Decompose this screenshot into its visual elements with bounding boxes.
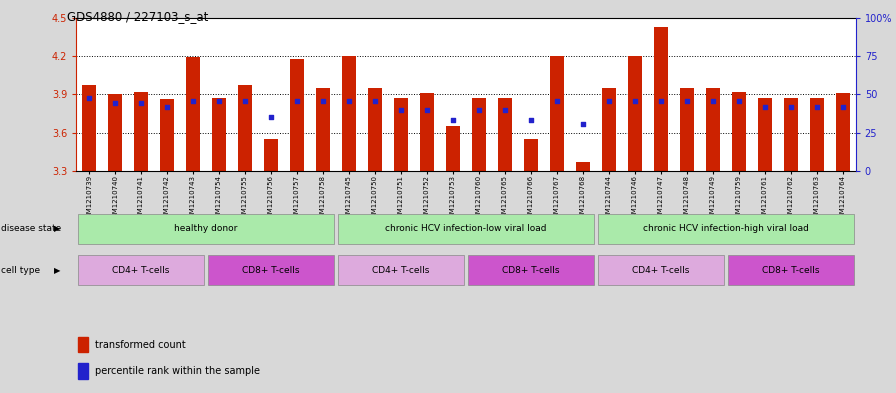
Bar [836, 93, 849, 171]
Bar [208, 255, 334, 285]
Bar [368, 88, 382, 171]
Text: percentile rank within the sample: percentile rank within the sample [95, 366, 260, 376]
Bar [290, 59, 304, 171]
Point [836, 104, 850, 110]
Bar [498, 98, 512, 171]
Bar [338, 255, 464, 285]
Text: transformed count: transformed count [95, 340, 185, 350]
Point [394, 107, 409, 113]
Bar [472, 98, 486, 171]
Point [783, 104, 798, 110]
Point [810, 104, 824, 110]
Bar [78, 255, 204, 285]
Text: CD4+ T-cells: CD4+ T-cells [632, 266, 690, 275]
Bar [576, 162, 590, 171]
Bar [82, 85, 96, 171]
Point [108, 100, 123, 107]
Bar [238, 85, 252, 171]
Point [264, 114, 279, 120]
Text: CD8+ T-cells: CD8+ T-cells [502, 266, 560, 275]
Bar [78, 337, 88, 352]
Bar [446, 126, 460, 171]
Point [758, 104, 772, 110]
Bar [524, 139, 538, 171]
Bar [706, 88, 719, 171]
Bar [342, 56, 356, 171]
Point [706, 97, 720, 104]
Bar [602, 88, 616, 171]
Bar [78, 214, 334, 244]
Point [419, 107, 435, 113]
Text: GDS4880 / 227103_s_at: GDS4880 / 227103_s_at [67, 10, 209, 23]
Text: CD8+ T-cells: CD8+ T-cells [242, 266, 300, 275]
Point [186, 97, 201, 104]
Text: ▶: ▶ [54, 224, 60, 233]
Bar [108, 94, 122, 171]
Point [316, 97, 331, 104]
Bar [212, 98, 226, 171]
Text: disease state: disease state [1, 224, 61, 233]
Point [576, 121, 590, 127]
Bar [186, 57, 200, 171]
Point [602, 97, 616, 104]
Bar [316, 88, 330, 171]
Point [628, 97, 642, 104]
Bar [728, 255, 854, 285]
Point [446, 117, 461, 123]
Text: CD8+ T-cells: CD8+ T-cells [762, 266, 820, 275]
Point [498, 107, 513, 113]
Point [342, 97, 357, 104]
Bar [468, 255, 594, 285]
Bar [160, 99, 174, 171]
Point [524, 117, 538, 123]
Bar [264, 139, 278, 171]
Bar [810, 98, 823, 171]
Point [212, 97, 226, 104]
Text: CD4+ T-cells: CD4+ T-cells [112, 266, 170, 275]
Bar [394, 98, 408, 171]
Bar [338, 214, 594, 244]
Text: ▶: ▶ [54, 266, 60, 275]
Bar [654, 27, 668, 171]
Text: chronic HCV infection-high viral load: chronic HCV infection-high viral load [642, 224, 809, 233]
Bar [732, 92, 745, 171]
Point [238, 97, 253, 104]
Point [290, 97, 305, 104]
Point [654, 97, 668, 104]
Text: cell type: cell type [1, 266, 40, 275]
Point [368, 97, 383, 104]
Point [134, 100, 149, 107]
Bar [598, 214, 854, 244]
Bar [550, 56, 564, 171]
Bar [134, 92, 148, 171]
Text: chronic HCV infection-low viral load: chronic HCV infection-low viral load [385, 224, 547, 233]
Bar [628, 56, 642, 171]
Bar [78, 363, 88, 378]
Point [680, 97, 694, 104]
Bar [784, 98, 797, 171]
Point [160, 104, 175, 110]
Bar [420, 93, 434, 171]
Point [82, 95, 97, 101]
Text: CD4+ T-cells: CD4+ T-cells [372, 266, 430, 275]
Bar [758, 98, 771, 171]
Bar [680, 88, 694, 171]
Bar [598, 255, 724, 285]
Point [550, 97, 564, 104]
Point [732, 97, 746, 104]
Point [472, 107, 487, 113]
Text: healthy donor: healthy donor [175, 224, 237, 233]
